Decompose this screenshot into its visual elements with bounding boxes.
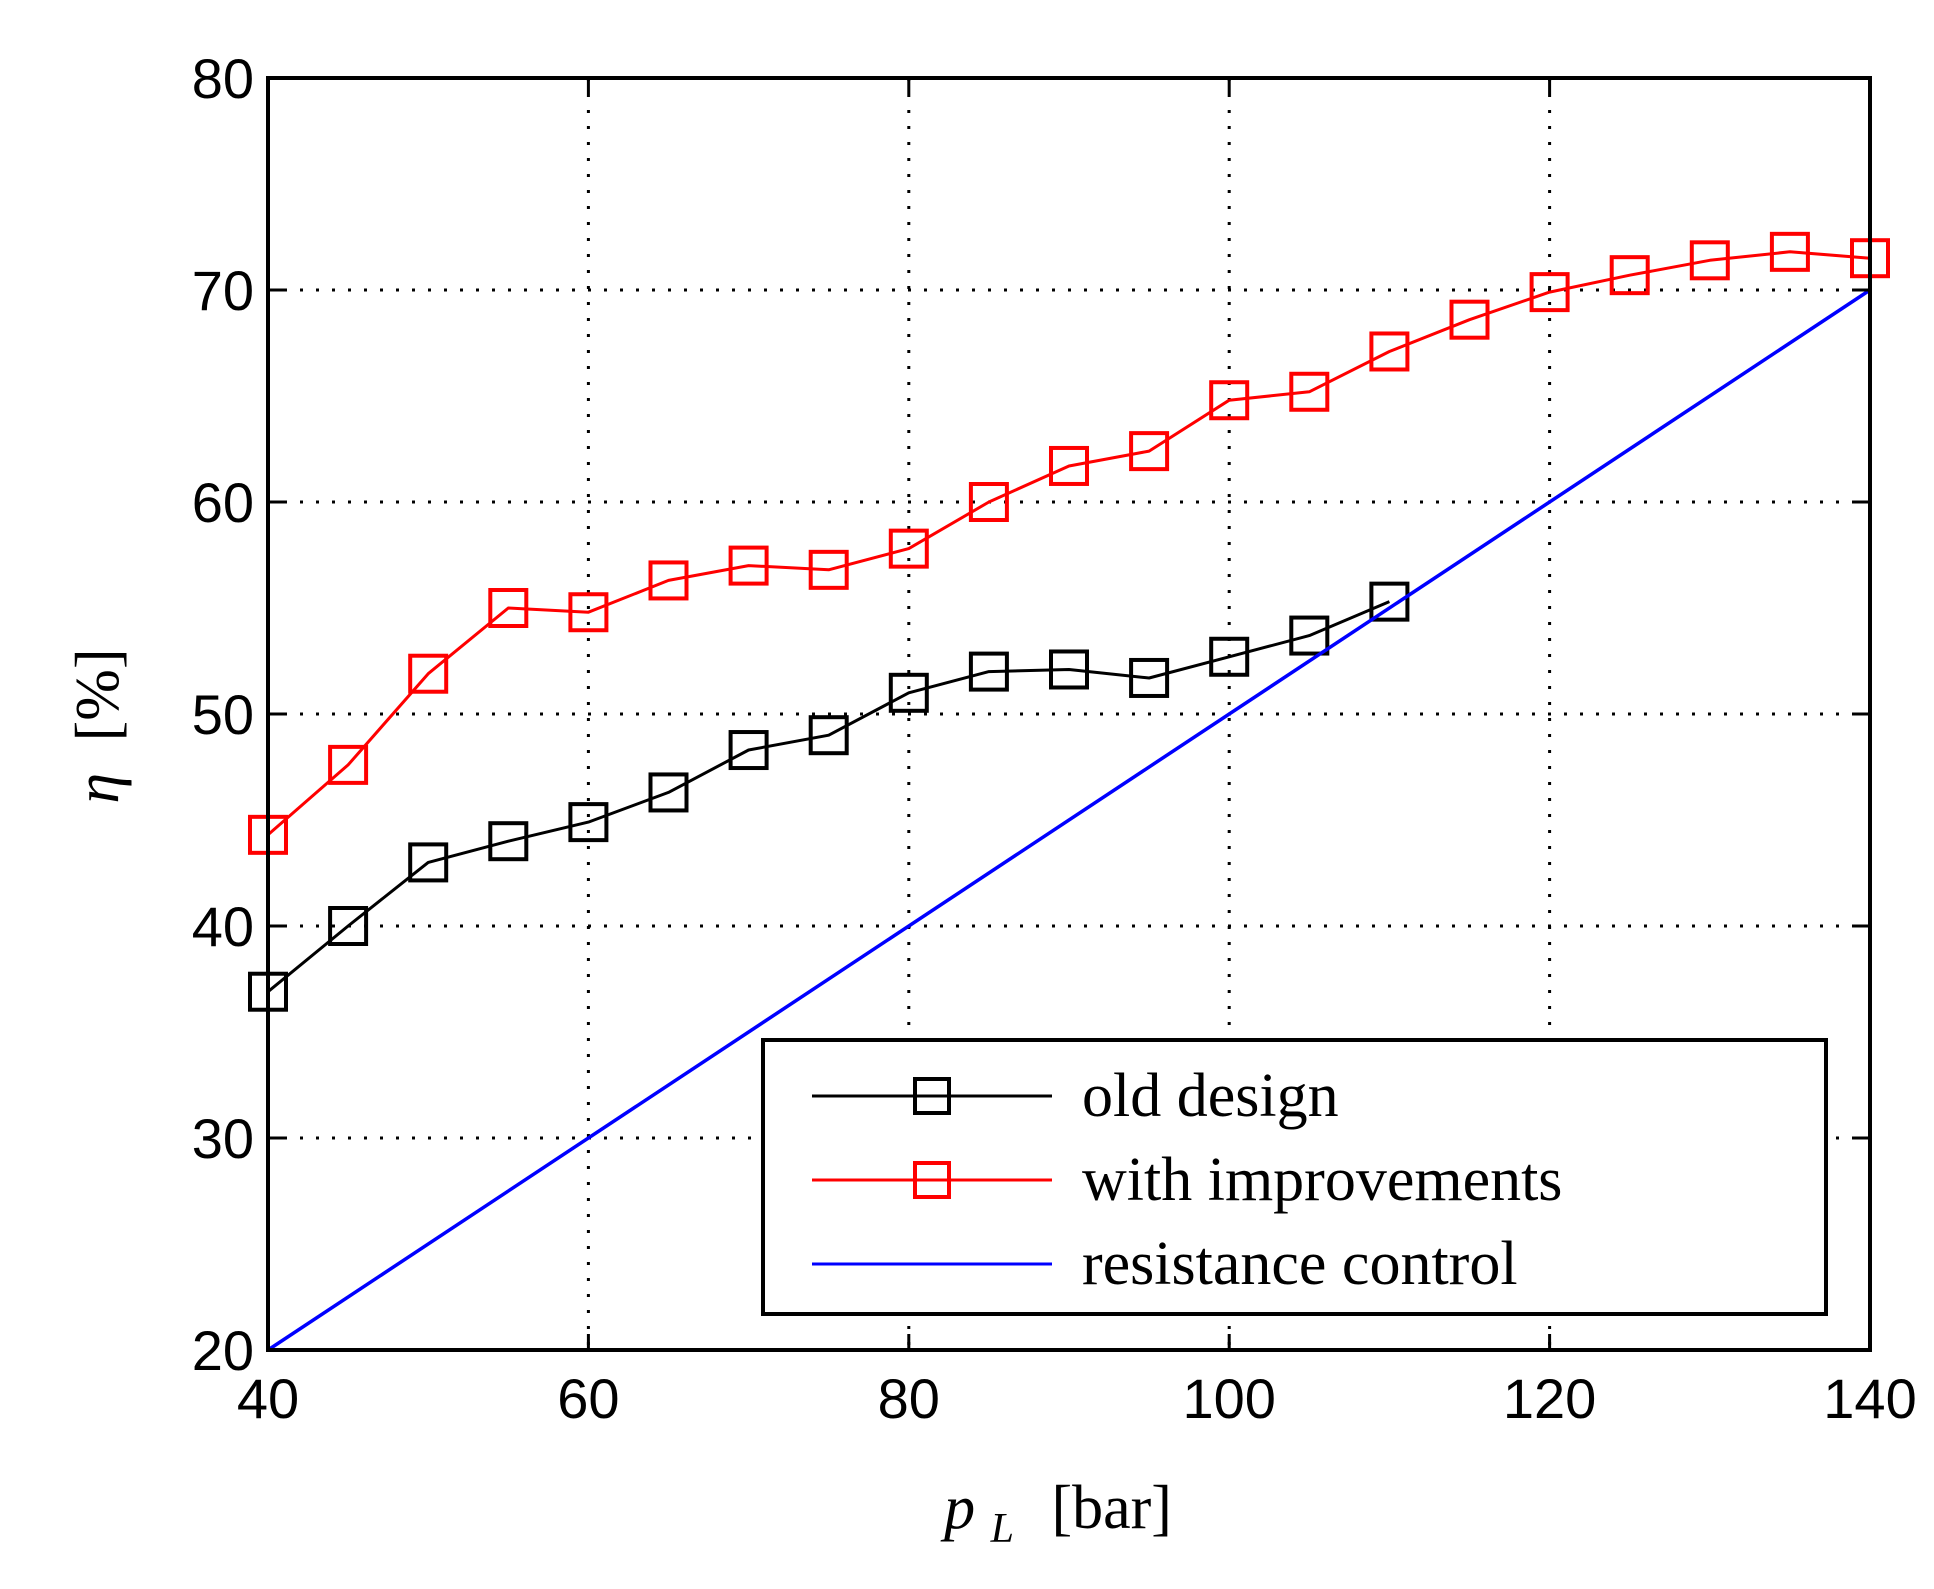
data-point-with-improvements [328,744,369,785]
data-point-with-improvements [1049,445,1089,486]
data-point-with-improvements [888,528,929,569]
legend-marker-with-improvements [913,1161,951,1199]
data-point-with-improvements [728,545,769,586]
y-tick-label: 60 [192,471,254,534]
data-point-old-design [1129,657,1170,698]
legend-entry-with-improvements: with improvements [812,1146,1562,1214]
data-point-with-improvements [648,560,689,601]
series-line-resistance-control [267,288,1871,1352]
series-layer [248,231,1890,1352]
y-tick-label: 50 [192,683,254,746]
y-tick-label: 80 [192,47,254,110]
legend-marker-old-design [913,1077,951,1115]
legend-entry-resistance-control: resistance control [812,1230,1518,1298]
data-point-with-improvements [1529,272,1570,313]
y-tick-label: 20 [192,1319,254,1382]
data-point-old-design [968,651,1009,692]
x-axis-symbol: p [940,1474,975,1542]
data-point-old-design [808,715,849,756]
legend-label-with-improvements: with improvements [1082,1146,1562,1214]
x-tick-label: 120 [1503,1367,1596,1430]
legend: old design with improvements resistance … [761,1038,1828,1316]
y-axis-unit: [%] [64,648,132,741]
data-point-old-design [648,772,689,813]
x-tick-label: 40 [237,1367,299,1430]
data-point-with-improvements [1769,231,1810,272]
y-axis-symbol: η [64,773,132,804]
y-tick-label: 30 [192,1107,254,1170]
data-point-old-design [1369,581,1410,622]
legend-box [761,1038,1828,1316]
data-point-with-improvements [1369,331,1410,372]
data-point-old-design [568,802,609,843]
data-point-old-design [1049,649,1089,690]
series-line-old-design [267,600,1390,993]
legend-label-resistance-control: resistance control [1082,1230,1518,1298]
x-tick-label: 60 [557,1367,619,1430]
x-axis-subscript: L [990,1506,1014,1552]
data-point-old-design [888,672,929,713]
series-line-with-improvements [267,250,1871,836]
x-tick-label: 100 [1182,1367,1275,1430]
data-point-with-improvements [1449,299,1490,340]
x-tick-label: 140 [1823,1367,1916,1430]
y-axis-label: η [%] [64,648,132,803]
x-axis-unit: [bar] [1051,1474,1171,1542]
y-tick-label: 70 [192,259,254,322]
axis-ticks: 40 60 80 100 120 140 20 30 40 50 60 70 80 [192,47,1917,1430]
data-point-with-improvements [1609,255,1650,296]
data-point-with-improvements [808,549,849,590]
x-axis-label: p L [bar] [940,1474,1172,1556]
data-point-old-design [408,842,449,883]
legend-entry-old-design: old design [812,1062,1339,1130]
x-tick-label: 80 [878,1367,940,1430]
data-point-with-improvements [1129,431,1170,472]
data-point-with-improvements [408,653,449,694]
data-point-old-design [728,730,769,771]
data-point-with-improvements [488,588,529,628]
data-point-old-design [1209,636,1250,677]
data-point-with-improvements [568,592,609,633]
data-point-with-improvements [1209,380,1250,421]
legend-label-old-design: old design [1082,1062,1339,1130]
data-point-old-design [328,906,369,946]
data-point-old-design [1289,615,1330,656]
y-tick-label: 40 [192,895,254,958]
data-point-with-improvements [1689,240,1730,281]
data-point-old-design [488,821,529,862]
data-point-with-improvements [1289,371,1330,412]
data-point-with-improvements [968,482,1009,522]
